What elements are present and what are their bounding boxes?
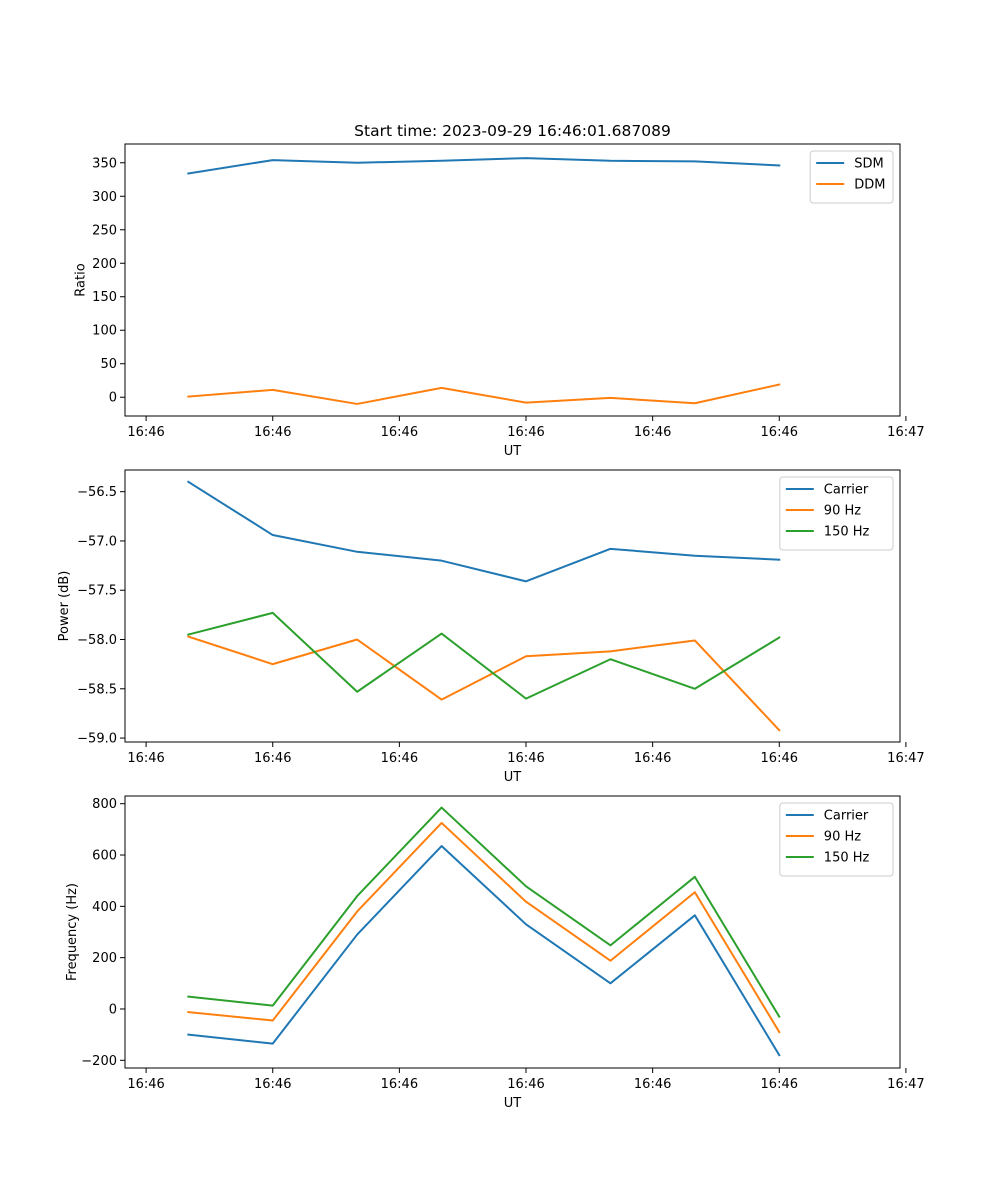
- legend: Carrier 90 Hz 150 Hz: [779, 802, 894, 877]
- x-tick-label: 16:46: [634, 1077, 671, 1092]
- x-tick-label: 16:47: [887, 1077, 924, 1092]
- legend-label: DDM: [854, 178, 885, 193]
- x-tick-label: 16:46: [254, 425, 291, 440]
- y-tick-label: 100: [92, 324, 117, 339]
- legend-label: 90 Hz: [824, 830, 861, 845]
- y-tick-label: 200: [92, 257, 117, 272]
- x-tick-label: 16:47: [887, 425, 924, 440]
- x-tick-label: 16:46: [254, 751, 291, 766]
- axes-frame: [124, 795, 901, 1069]
- x-tick-label: 16:47: [887, 751, 924, 766]
- legend-label: 90 Hz: [824, 504, 861, 519]
- y-tick-label: 250: [92, 223, 117, 238]
- subplot-2: 16:46 16:46 16:46 16:46 16:46 16:46 16:47 −59.0…: [57, 469, 925, 785]
- series-line-carrier: [186, 480, 781, 583]
- legend-label: SDM: [854, 157, 883, 172]
- x-axis-label: UT: [504, 444, 522, 459]
- legend-label: Carrier: [824, 809, 869, 824]
- axes-frame: [124, 469, 901, 743]
- y-axis-label: Ratio: [73, 263, 88, 296]
- x-tick-label: 16:46: [634, 751, 671, 766]
- x-axis-label: UT: [504, 770, 522, 785]
- x-tick-label: 16:46: [507, 425, 544, 440]
- y-tick-label: 600: [92, 849, 117, 864]
- y-tick-label: −200: [81, 1054, 117, 1069]
- y-tick-label: −58.0: [77, 633, 117, 648]
- series-line-150-hz: [187, 611, 781, 700]
- y-tick-label: −57.5: [77, 584, 117, 599]
- x-axis-label: UT: [504, 1096, 522, 1111]
- y-tick-label: −59.0: [77, 732, 117, 747]
- x-tick-label: 16:46: [127, 751, 164, 766]
- y-tick-label: 300: [92, 190, 117, 205]
- chart-title: Start time: 2023-09-29 16:46:01.687089: [354, 122, 671, 140]
- x-tick-label: 16:46: [127, 425, 164, 440]
- legend-label: Carrier: [824, 483, 869, 498]
- x-tick-label: 16:46: [254, 1077, 291, 1092]
- series-line-sdm: [187, 157, 781, 175]
- x-tick-label: 16:46: [761, 751, 798, 766]
- y-axis-label: Power (dB): [57, 571, 72, 642]
- legend: Carrier 90 Hz 150 Hz: [779, 476, 894, 551]
- series-line-ddm: [187, 383, 781, 405]
- x-tick-label: 16:46: [381, 425, 418, 440]
- subplot-3: 16:46 16:46 16:46 16:46 16:46 16:46 16:47 −200 0…: [65, 795, 925, 1111]
- x-tick-label: 16:46: [381, 1077, 418, 1092]
- y-tick-label: 400: [92, 900, 117, 915]
- subplots: Start time: 2023-09-29 16:46:01.687089 16…: [57, 122, 925, 1111]
- y-tick-label: 800: [92, 797, 117, 812]
- y-tick-label: 0: [109, 391, 117, 406]
- series-line-carrier: [187, 845, 781, 1057]
- x-tick-label: 16:46: [507, 1077, 544, 1092]
- series-line-90-hz: [187, 635, 781, 732]
- y-axis-label: Frequency (Hz): [65, 883, 80, 981]
- subplot-1: Start time: 2023-09-29 16:46:01.687089 16…: [73, 122, 924, 459]
- legend-label: 150 Hz: [824, 525, 870, 540]
- y-tick-label: −56.5: [77, 485, 117, 500]
- y-tick-label: −57.0: [77, 534, 117, 549]
- axes-frame: [124, 143, 901, 417]
- y-tick-label: 350: [92, 156, 117, 171]
- x-tick-label: 16:46: [381, 751, 418, 766]
- y-tick-label: 50: [100, 357, 117, 372]
- y-tick-label: 200: [92, 951, 117, 966]
- x-tick-label: 16:46: [761, 425, 798, 440]
- series-line-150-hz: [187, 806, 781, 1019]
- series-line-90-hz: [187, 821, 781, 1034]
- x-tick-label: 16:46: [507, 751, 544, 766]
- y-tick-label: −58.5: [77, 682, 117, 697]
- y-tick-label: 0: [109, 1002, 117, 1017]
- legend-label: 150 Hz: [824, 851, 870, 866]
- x-tick-label: 16:46: [127, 1077, 164, 1092]
- y-tick-label: 150: [92, 290, 117, 305]
- legend: SDM DDM: [809, 150, 894, 204]
- x-tick-label: 16:46: [761, 1077, 798, 1092]
- x-tick-label: 16:46: [634, 425, 671, 440]
